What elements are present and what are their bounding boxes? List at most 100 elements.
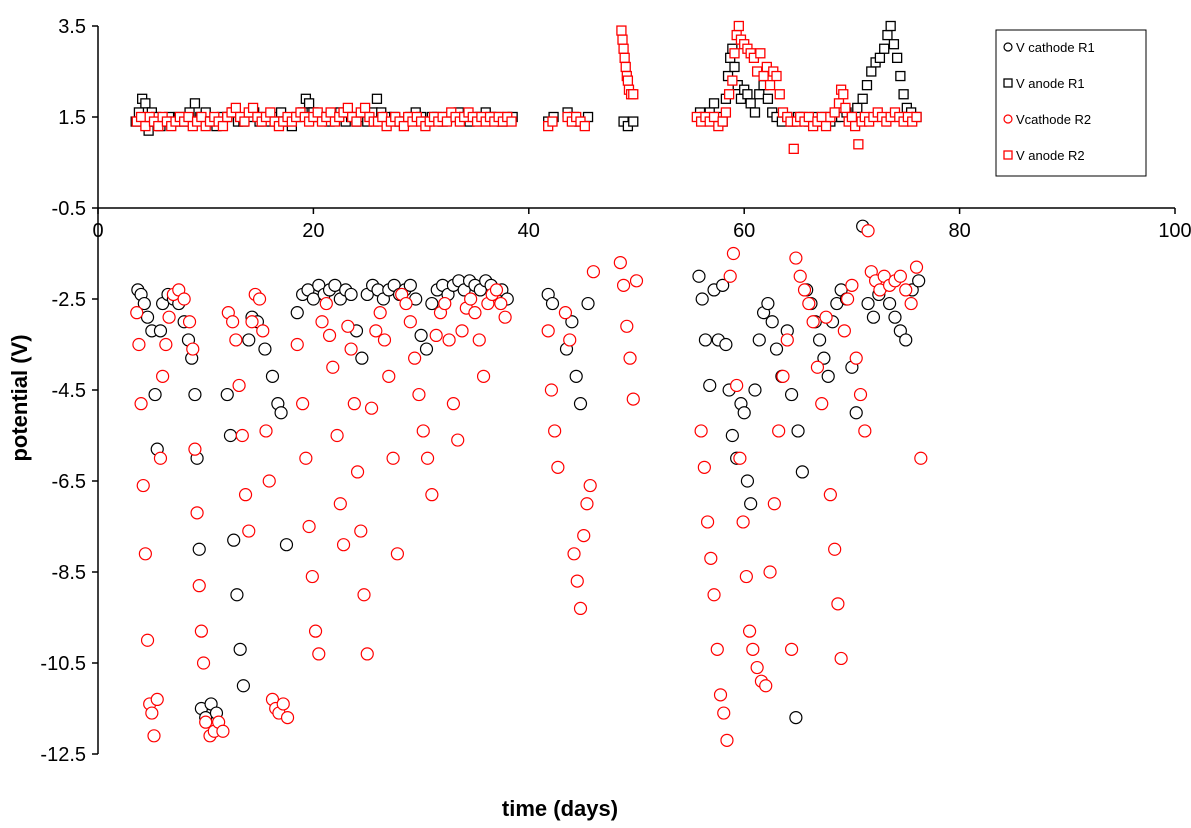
x-tick-label: 40 bbox=[518, 220, 540, 242]
data-point bbox=[177, 292, 191, 306]
data-point bbox=[565, 315, 579, 329]
data-point bbox=[834, 651, 848, 666]
data-point bbox=[351, 116, 362, 127]
data-point bbox=[344, 287, 358, 302]
data-point bbox=[350, 465, 365, 479]
legend-label: Vcathode R2 bbox=[1016, 112, 1091, 127]
data-point bbox=[616, 278, 631, 292]
data-point bbox=[838, 89, 849, 100]
data-point bbox=[305, 569, 319, 584]
data-point bbox=[342, 102, 354, 114]
data-point bbox=[774, 89, 785, 100]
data-point bbox=[186, 342, 200, 356]
data-point bbox=[742, 624, 757, 638]
data-point bbox=[153, 120, 164, 132]
data-point bbox=[853, 139, 864, 150]
data-point bbox=[729, 48, 740, 59]
data-point bbox=[628, 116, 639, 127]
data-point bbox=[586, 265, 601, 279]
data-point bbox=[882, 29, 893, 41]
data-point bbox=[438, 296, 452, 311]
data-point bbox=[733, 20, 744, 32]
data-point bbox=[545, 296, 560, 311]
data-point bbox=[153, 451, 168, 465]
data-point bbox=[325, 107, 336, 118]
data-point bbox=[145, 706, 159, 720]
data-point bbox=[573, 601, 588, 616]
data-point bbox=[130, 306, 144, 320]
y-axis-title: potential (V) bbox=[7, 334, 32, 461]
data-point bbox=[548, 424, 562, 438]
data-point bbox=[132, 337, 146, 352]
data-point bbox=[570, 574, 584, 588]
data-point bbox=[464, 292, 478, 306]
data-point bbox=[357, 588, 371, 602]
data-point bbox=[262, 474, 276, 488]
data-point bbox=[377, 333, 392, 347]
y-tick-label: -10.5 bbox=[40, 653, 86, 675]
data-point bbox=[752, 333, 766, 347]
data-point bbox=[232, 378, 246, 393]
data-point bbox=[441, 116, 453, 127]
data-point bbox=[776, 369, 790, 383]
data-point bbox=[242, 524, 256, 538]
data-point bbox=[821, 369, 835, 383]
data-point bbox=[764, 80, 776, 91]
data-point bbox=[420, 451, 435, 465]
data-point bbox=[199, 715, 213, 729]
data-point bbox=[333, 497, 347, 511]
data-point bbox=[239, 116, 250, 127]
data-point bbox=[895, 70, 906, 82]
legend-label: V cathode R1 bbox=[1016, 40, 1095, 55]
data-point bbox=[745, 98, 756, 109]
legend-label: V anode R2 bbox=[1016, 148, 1085, 163]
data-point bbox=[563, 333, 577, 347]
data-point bbox=[336, 538, 351, 552]
data-point bbox=[573, 397, 588, 411]
data-point bbox=[749, 107, 761, 118]
data-point bbox=[623, 351, 637, 365]
data-point bbox=[558, 306, 573, 320]
legend-marker bbox=[1003, 78, 1013, 88]
data-point bbox=[551, 460, 565, 474]
data-point bbox=[713, 688, 728, 702]
data-point bbox=[893, 269, 907, 283]
data-point bbox=[312, 107, 323, 118]
data-point bbox=[369, 324, 383, 338]
data-point bbox=[196, 656, 211, 670]
data-point bbox=[784, 642, 799, 656]
data-point bbox=[723, 269, 737, 283]
data-point bbox=[849, 406, 863, 420]
data-point bbox=[737, 406, 751, 420]
data-point bbox=[725, 428, 739, 443]
data-point bbox=[494, 296, 508, 311]
data-point bbox=[710, 642, 724, 656]
data-point bbox=[617, 34, 628, 45]
data-point bbox=[162, 310, 176, 324]
data-point bbox=[888, 39, 900, 50]
data-point bbox=[192, 542, 206, 556]
data-point bbox=[763, 565, 777, 579]
data-point bbox=[489, 283, 504, 297]
data-point bbox=[290, 337, 304, 352]
data-point bbox=[755, 48, 766, 59]
data-point bbox=[748, 383, 762, 397]
data-point bbox=[840, 292, 855, 306]
data-point bbox=[703, 378, 717, 393]
y-tick-label: -6.5 bbox=[52, 471, 86, 493]
data-point bbox=[793, 269, 807, 283]
data-point bbox=[759, 679, 773, 693]
data-point bbox=[498, 310, 512, 324]
data-point bbox=[217, 120, 229, 132]
data-point bbox=[716, 278, 730, 292]
data-point bbox=[765, 315, 779, 329]
data-point bbox=[303, 98, 315, 109]
data-point bbox=[888, 310, 902, 324]
data-point bbox=[831, 597, 845, 611]
data-point bbox=[279, 538, 294, 552]
data-point bbox=[909, 260, 924, 274]
data-point bbox=[230, 102, 242, 114]
y-tick-label: -8.5 bbox=[52, 562, 86, 584]
legend-marker bbox=[1003, 150, 1013, 160]
data-point bbox=[789, 251, 803, 265]
